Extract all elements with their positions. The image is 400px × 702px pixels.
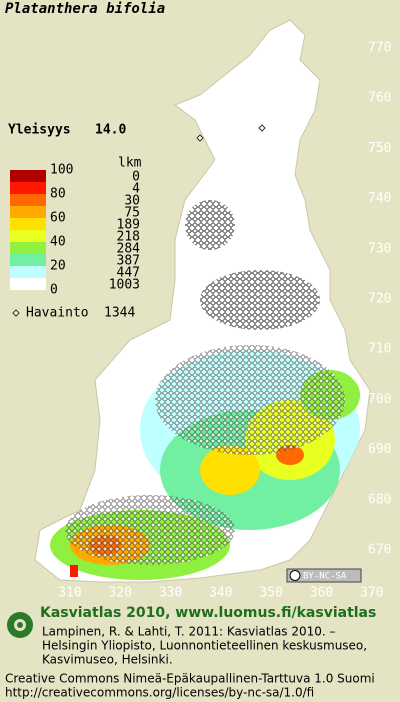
legend-swatch bbox=[10, 182, 46, 194]
citation-line: Lampinen, R. & Lahti, T. 2011: Kasviatla… bbox=[42, 625, 336, 639]
license-line: http://creativecommons.org/licenses/by-n… bbox=[5, 686, 314, 700]
legend-level: 100 bbox=[50, 163, 73, 178]
y-coordinate-label: 750 bbox=[368, 141, 391, 156]
citation-line: Helsingin Yliopisto, Luonnontieteellinen… bbox=[42, 639, 367, 653]
observation-label: Havainto bbox=[26, 306, 89, 321]
map bbox=[34, 19, 371, 583]
legend-swatch bbox=[10, 218, 46, 230]
legend-count: 4 bbox=[132, 182, 140, 197]
y-coordinate-label: 760 bbox=[368, 91, 391, 106]
legend-count: 189 bbox=[117, 218, 140, 233]
legend-level: 80 bbox=[50, 187, 66, 202]
legend-swatch bbox=[10, 242, 46, 254]
legend-swatch bbox=[10, 230, 46, 242]
y-coordinates: 770 760 750 740 730 720 710 700 690 680 670 bbox=[368, 41, 391, 558]
frequency-label: Yleisyys bbox=[8, 123, 71, 138]
y-coordinate-label: 670 bbox=[368, 543, 391, 558]
legend-swatch bbox=[10, 254, 46, 266]
legend-swatch bbox=[10, 194, 46, 206]
y-coordinate-label: 740 bbox=[368, 191, 391, 206]
y-coordinate-label: 730 bbox=[368, 241, 391, 256]
legend-count: 0 bbox=[132, 170, 140, 185]
title: Platanthera bifolia bbox=[5, 1, 165, 17]
legend-swatch bbox=[10, 206, 46, 218]
legend-level: 40 bbox=[50, 235, 66, 250]
legend-swatch bbox=[10, 278, 46, 290]
license-line: Creative Commons Nimeä-Epäkaupallinen-Ta… bbox=[5, 672, 375, 686]
y-coordinate-label: 700 bbox=[368, 392, 391, 407]
observation-count: 1344 bbox=[104, 306, 135, 321]
license-badge: BY-NC-SA bbox=[286, 568, 362, 583]
x-coordinate-label: 320 bbox=[109, 586, 132, 601]
y-coordinate-label: 680 bbox=[368, 492, 391, 507]
frequency-value: 14.0 bbox=[95, 123, 126, 138]
license-badge-text: BY-NC-SA bbox=[303, 572, 347, 582]
legend-count: 447 bbox=[117, 266, 140, 281]
count-header: lkm bbox=[118, 156, 142, 171]
distribution bbox=[50, 200, 360, 580]
x-coordinate-label: 360 bbox=[310, 586, 333, 601]
legend-swatch bbox=[10, 266, 46, 278]
y-coordinate-label: 770 bbox=[368, 41, 391, 56]
citation-line: Kasvimuseo, Helsinki. bbox=[42, 653, 173, 667]
x-coordinates: 310 320 330 340 350 360 370 bbox=[58, 586, 383, 601]
x-coordinate-label: 350 bbox=[259, 586, 282, 601]
legend-count: 30 bbox=[124, 194, 140, 209]
legend-count: 75 bbox=[124, 206, 140, 221]
x-coordinate-label: 310 bbox=[58, 586, 81, 601]
x-coordinate-label: 340 bbox=[209, 586, 232, 601]
observation-symbol bbox=[12, 309, 20, 317]
footer-title: Kasviatlas 2010, www.luomus.fi/kasviatla… bbox=[40, 605, 376, 621]
legend-count: 284 bbox=[117, 242, 141, 257]
legend-count: 218 bbox=[117, 230, 140, 245]
legend-count: 1003 bbox=[109, 278, 140, 293]
y-coordinate-label: 710 bbox=[368, 342, 391, 357]
x-coordinate-label: 330 bbox=[159, 586, 182, 601]
legend-count: 387 bbox=[117, 254, 140, 269]
legend-level: 0 bbox=[50, 283, 58, 298]
y-coordinate-label: 690 bbox=[368, 442, 391, 457]
legend-level: 60 bbox=[50, 211, 66, 226]
legend-level: 20 bbox=[50, 259, 66, 274]
logo bbox=[7, 612, 33, 638]
x-coordinate-label: 370 bbox=[360, 586, 383, 601]
y-coordinate-label: 720 bbox=[368, 292, 391, 307]
legend-swatch bbox=[10, 170, 46, 182]
